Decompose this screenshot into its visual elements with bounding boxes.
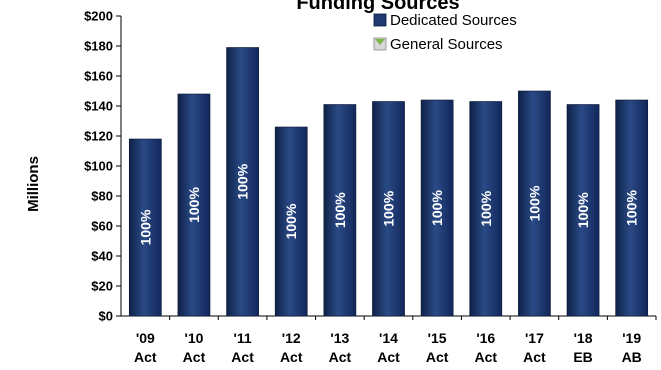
x-tick-label: '15 [428, 330, 447, 346]
bar-data-label: 100% [283, 203, 299, 239]
bar-data-label: 100% [478, 190, 494, 226]
legend-swatch-dedicated [373, 13, 387, 27]
x-tick-label: '10 [185, 330, 204, 346]
x-tick-label: Act [377, 349, 400, 365]
x-tick-label: '16 [476, 330, 495, 346]
bar-data-label: 100% [526, 185, 542, 221]
bar-data-label: 100% [429, 190, 445, 226]
x-tick-label: Act [426, 349, 449, 365]
axes: $0 $20 $40 $60 $80 $100 $120 $140 $160 $180 $200 '0… [84, 9, 657, 365]
y-tick-label: $160 [84, 69, 113, 84]
legend: Dedicated Sources General Sources [373, 12, 517, 53]
legend-swatch-general-mark [375, 39, 385, 45]
bar-dedicated-sources [177, 93, 211, 317]
x-tick-label: '11 [234, 330, 252, 346]
x-tick-label: Act [183, 349, 206, 365]
y-tick-label: $140 [84, 99, 113, 114]
x-tick-label: '14 [379, 330, 398, 346]
x-tick-label: '09 [136, 330, 155, 346]
x-tick-label: '13 [330, 330, 349, 346]
x-tick-label: Act [134, 349, 157, 365]
bar-dedicated-sources [274, 126, 308, 317]
bars: 100% 100% 100% 100% 100% 100% 100% 100% 100% 100%… [128, 47, 649, 317]
x-tick-label: Act [329, 349, 352, 365]
bar-dedicated-sources [226, 47, 259, 317]
legend-label-dedicated: Dedicated Sources [390, 12, 517, 29]
bar-data-label: 100% [624, 190, 640, 226]
y-tick-label: $20 [91, 279, 113, 294]
bar-dedicated-sources [323, 104, 357, 317]
y-tick-label: $100 [84, 159, 113, 174]
x-tick-label: '17 [525, 330, 544, 346]
bar-dedicated-sources [615, 99, 649, 317]
y-tick-label: $0 [99, 309, 113, 324]
bar-data-label: 100% [186, 187, 202, 223]
x-tick-label: '12 [282, 330, 301, 346]
y-tick-label: $200 [84, 9, 113, 24]
bar-data-label: 100% [381, 190, 397, 226]
bar-data-label: 100% [332, 192, 348, 228]
bar-data-label: 100% [575, 192, 591, 228]
legend-label-general: General Sources [390, 36, 503, 53]
y-tick-label: $80 [91, 189, 113, 204]
x-tick-label: AB [622, 349, 642, 365]
y-tick-label: $60 [91, 219, 113, 234]
x-tick-label: Act [280, 349, 303, 365]
y-axis-label: Millions [25, 156, 42, 212]
bar-dedicated-sources [420, 99, 454, 317]
bar-dedicated-sources [469, 101, 503, 317]
y-tick-label: $120 [84, 129, 113, 144]
bar-data-label: 100% [137, 209, 153, 245]
bar-dedicated-sources [566, 104, 600, 317]
chart-title: Funding Sources [296, 0, 459, 14]
x-tick-label: Act [474, 349, 497, 365]
bar-dedicated-sources [518, 90, 551, 317]
x-tick-label: Act [523, 349, 546, 365]
x-tick-label: '19 [622, 330, 641, 346]
bar-dedicated-sources [372, 101, 405, 317]
x-tick-label: '18 [574, 330, 593, 346]
bar-dedicated-sources [128, 138, 162, 317]
y-tick-label: $180 [84, 39, 113, 54]
bar-data-label: 100% [235, 163, 251, 199]
x-tick-label: EB [573, 349, 592, 365]
y-tick-label: $40 [91, 249, 113, 264]
x-tick-label: Act [231, 349, 254, 365]
